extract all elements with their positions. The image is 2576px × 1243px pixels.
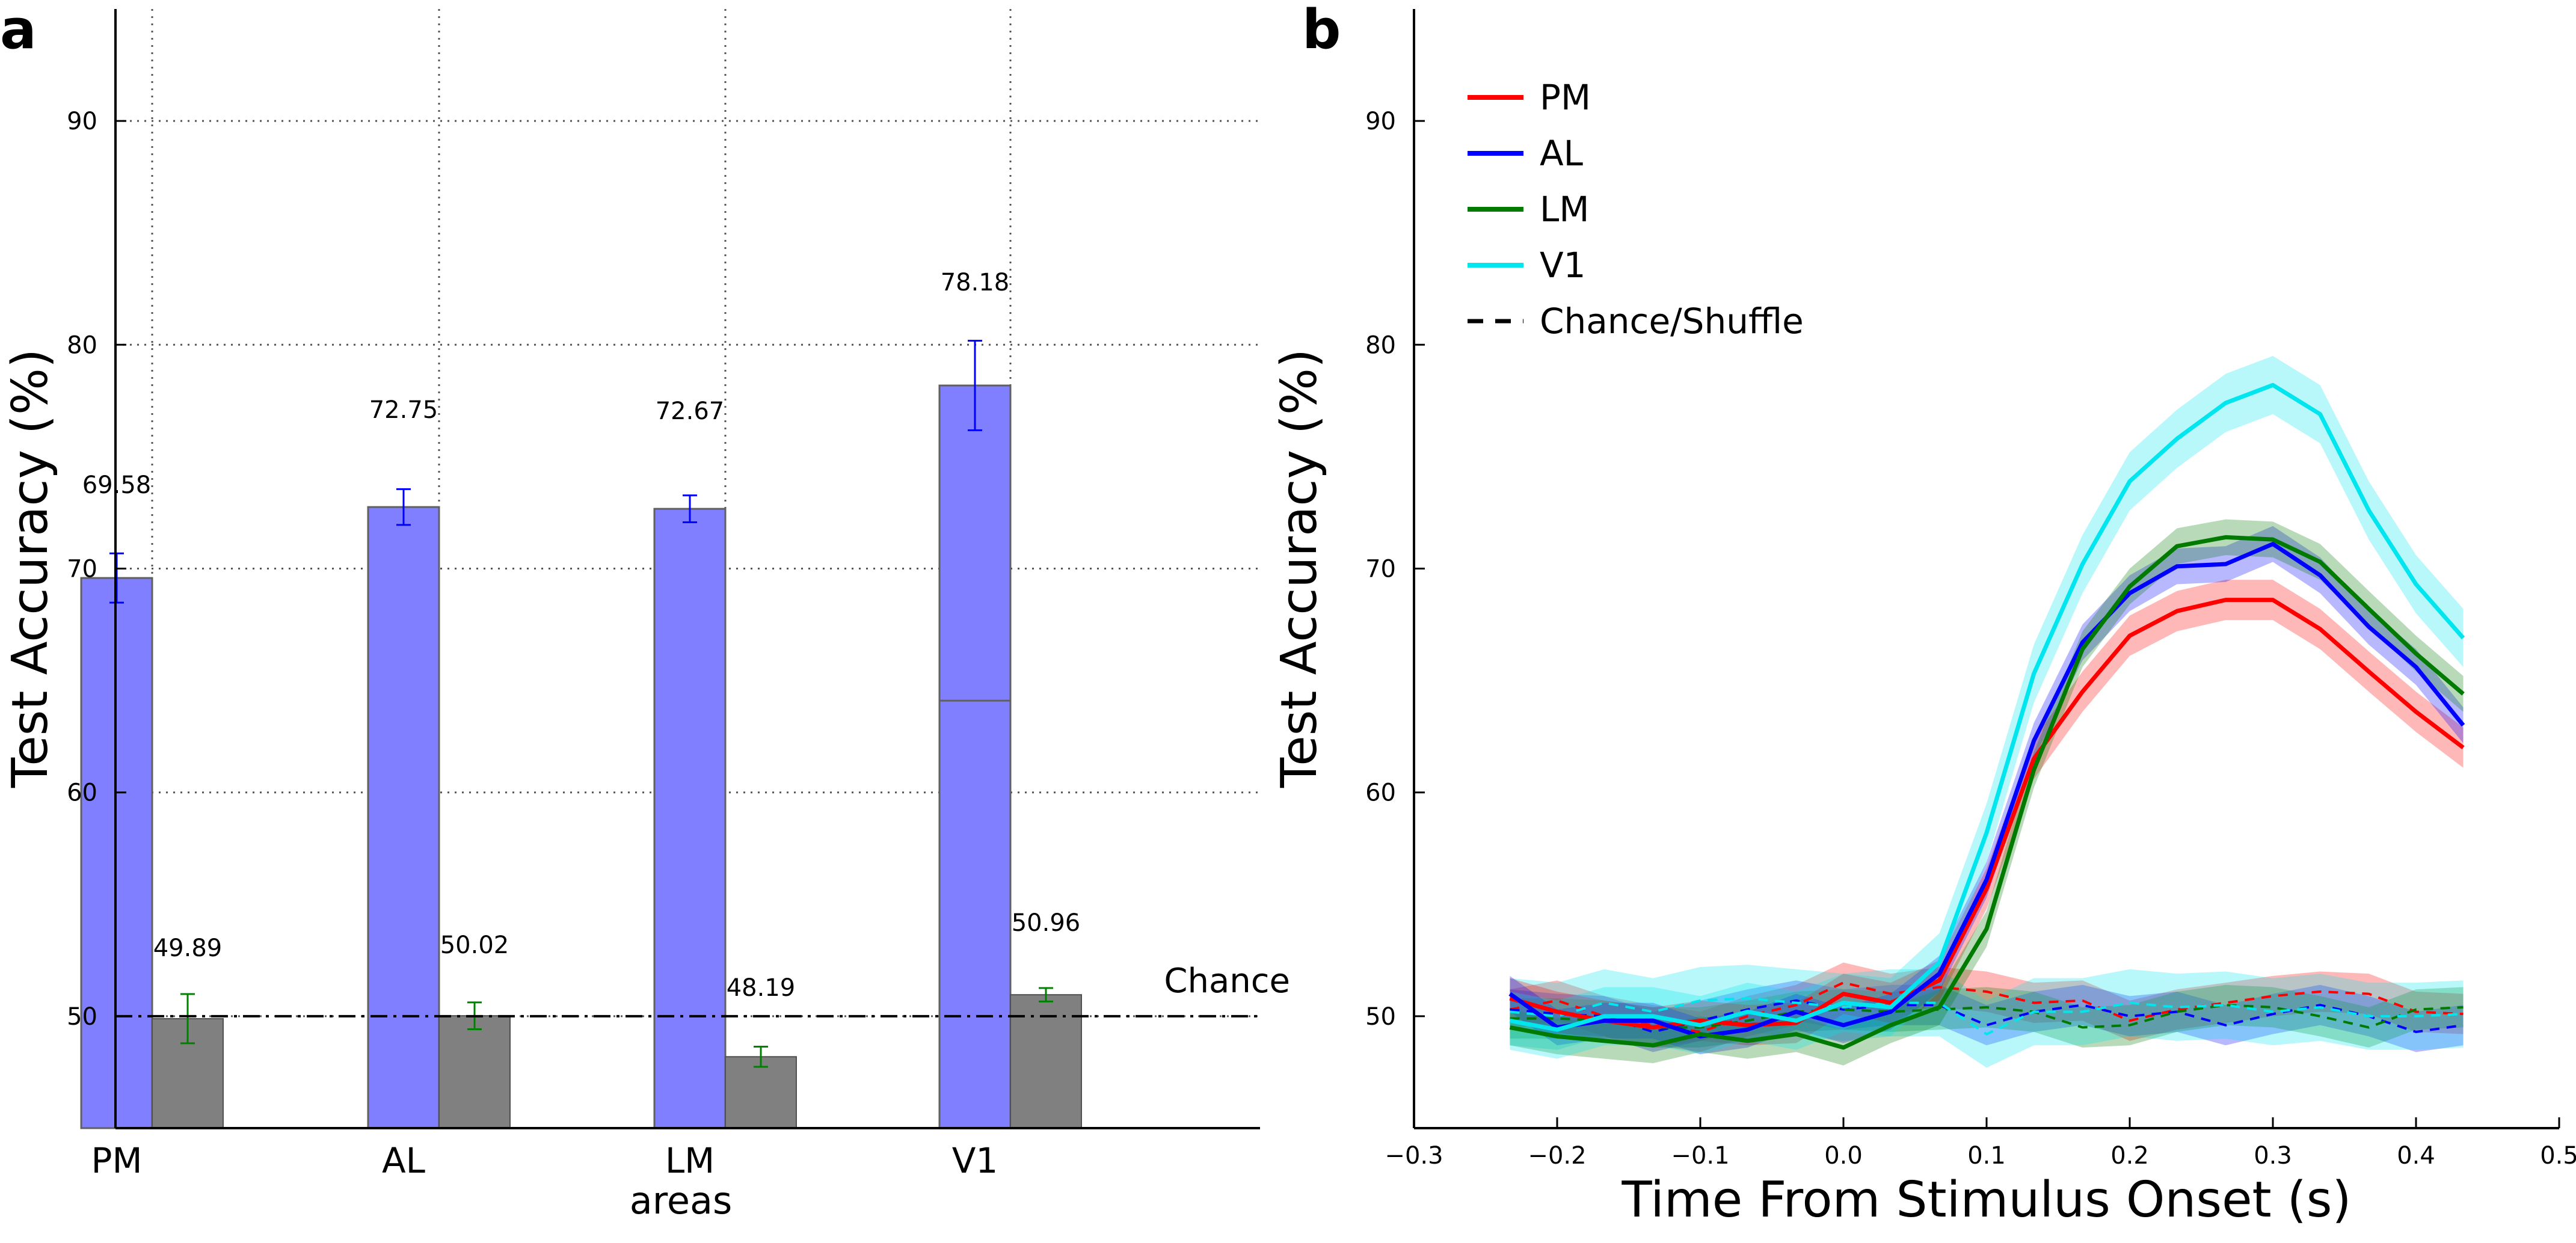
y-axis-label: Test Accuracy (%) [1271, 349, 1328, 788]
data-label-shuffle-AL: 50.02 [440, 931, 509, 959]
legend-label-Chance/Shuffle: Chance/Shuffle [1540, 301, 1804, 342]
y-tick-label: 80 [1365, 331, 1396, 359]
line-chart-panel-b: 50 60 70 80 90 −0.3 −0.2 −0.1 0.0 0.1 0.2 0.3 0.4 0.5… [1271, 9, 2576, 1229]
legend-label-AL: AL [1540, 133, 1583, 174]
y-tick-label: 70 [67, 556, 97, 583]
bar-shuffle-V1 [1010, 994, 1082, 1129]
y-tick-label: 80 [67, 331, 97, 359]
legend-label-LM: LM [1540, 189, 1589, 230]
y-axis-label: Test Accuracy (%) [2, 349, 59, 788]
data-label-shuffle-V1: 50.96 [1012, 909, 1081, 937]
y-tick-label: 70 [1365, 556, 1396, 583]
bar-accuracy-LM [653, 508, 727, 1129]
series-line-V1 [1509, 382, 2465, 1032]
y-tick-label: 50 [1365, 1003, 1396, 1031]
chance-line-label: Chance [1164, 962, 1290, 1001]
x-axis-label: areas [630, 1179, 733, 1223]
data-label-accuracy-V1: 78.18 [941, 269, 1010, 296]
x-tick-label-LM: LM [665, 1140, 715, 1181]
error-band-V1 [1510, 355, 2464, 1059]
data-label-accuracy-LM: 72.67 [656, 397, 725, 425]
y-tick-label: 50 [67, 1003, 97, 1031]
x-tick-label: 0.4 [2397, 1142, 2435, 1170]
bar-shuffle-AL [438, 1015, 511, 1129]
series-line-shuffle-V1 [1510, 997, 2464, 1036]
panel-b-label: b [1302, 0, 1341, 61]
x-tick-label: 0.3 [2254, 1142, 2292, 1170]
x-axis-label: Time From Stimulus Onset (s) [1622, 1171, 2352, 1229]
x-tick-label-AL: AL [382, 1140, 425, 1181]
x-tick-label: −0.2 [1528, 1142, 1586, 1170]
series-line-AL [1508, 542, 2465, 1039]
legend-label-PM: PM [1540, 77, 1591, 118]
series-line-shuffle-PM [1510, 981, 2464, 1034]
x-tick-label: 0.5 [2540, 1142, 2576, 1170]
x-tick-label-PM: PM [91, 1140, 142, 1181]
error-band-PM [1510, 580, 2464, 1048]
error-band-shuffle-V1 [1510, 965, 2464, 1068]
data-label-shuffle-PM: 49.89 [153, 935, 223, 962]
x-tick-label: 0.1 [1967, 1142, 2006, 1170]
bar-accuracy-AL [367, 506, 440, 1129]
data-label-shuffle-LM: 48.19 [727, 974, 796, 1002]
series-line-LM [1509, 535, 2465, 1050]
legend: PM AL LM V1 Chance/Shuffle [1468, 77, 1804, 342]
x-tick-label: 0.2 [2110, 1142, 2149, 1170]
x-tick-label-V1: V1 [952, 1140, 998, 1181]
x-tick-label: −0.3 [1385, 1142, 1443, 1170]
y-tick-label: 90 [67, 108, 97, 135]
y-tick-label: 60 [67, 779, 97, 807]
bar-shuffle-LM [725, 1056, 797, 1129]
bar-chart-panel-a: 69.5849.8972.7550.0272.6748.1978.1850.96… [2, 9, 1290, 1223]
y-tick-label: 90 [1365, 108, 1396, 135]
legend-label-V1: V1 [1540, 245, 1586, 286]
panel-a-label: a [0, 0, 37, 61]
x-tick-label: 0.0 [1824, 1142, 1863, 1170]
data-label-accuracy-AL: 72.75 [369, 396, 438, 424]
x-tick-label: −0.1 [1671, 1142, 1729, 1170]
y-tick-label: 60 [1365, 779, 1396, 807]
error-band-shuffle-LM [1510, 984, 2464, 1048]
